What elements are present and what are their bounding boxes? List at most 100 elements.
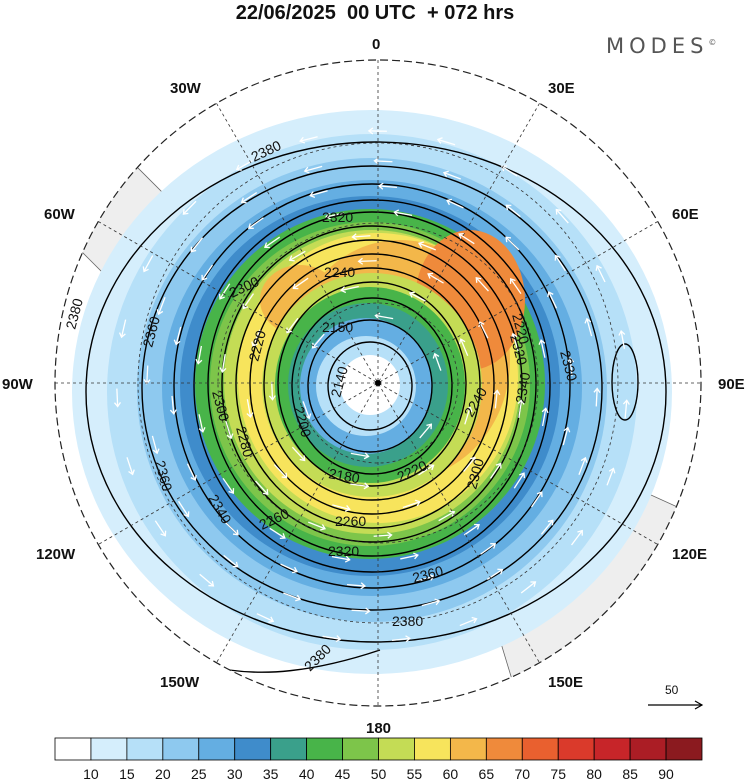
wind-arrow: [373, 157, 393, 165]
wind-arrow: [530, 491, 543, 508]
wind-arrow: [195, 345, 203, 365]
wind-arrow: [256, 613, 275, 623]
colorbar-tick: 15: [119, 766, 135, 782]
wind-arrow: [311, 333, 325, 349]
wind-arrow: [419, 423, 433, 439]
wind-arrow: [286, 317, 299, 334]
wind-arrow: [517, 398, 525, 418]
colorbar-tick: 90: [658, 766, 674, 782]
wind-arrow: [584, 317, 593, 337]
wind-arrow: [350, 452, 370, 460]
wind-speed-shading: [72, 110, 672, 674]
wind-arrow: [391, 635, 411, 643]
lon-label-90e: 90E: [718, 376, 745, 393]
wind-arrow: [292, 277, 309, 290]
contour-label: 2220: [245, 328, 269, 362]
lon-label-30w: 30W: [170, 80, 201, 97]
lon-label-120e: 120E: [672, 546, 708, 563]
wind-arrow: [273, 464, 288, 479]
lon-label-60w: 60W: [44, 206, 75, 223]
contour-label: 2180: [327, 465, 361, 486]
wind-arrow: [299, 136, 318, 144]
wind-arrow: [268, 381, 276, 401]
wind-arrow: [331, 555, 351, 563]
wind-arrow: [547, 291, 558, 309]
wind-arrow: [173, 326, 182, 346]
chart-title: 22/06/2025 00 UTC + 072 hrs: [235, 2, 515, 24]
wind-arrow: [622, 399, 630, 419]
contour-label: 2150: [322, 319, 353, 335]
wind-arrow: [480, 543, 497, 555]
wind-arrow: [255, 480, 269, 496]
wind-arrow: [218, 283, 231, 300]
wind-arrow: [446, 198, 464, 209]
lon-label-180: 180: [366, 720, 392, 737]
wind-arrow: [393, 209, 413, 217]
contour-label: 2280: [233, 425, 257, 459]
wind-arrow: [408, 291, 427, 302]
wind-arrow: [198, 414, 206, 433]
contour-label: 2330: [557, 349, 581, 383]
brand-name: MODES: [606, 34, 709, 58]
wind-arrow: [247, 217, 264, 229]
wind-arrow: [555, 208, 569, 224]
wind-arrow: [126, 457, 135, 476]
colorbar-tick: 40: [298, 766, 315, 782]
wind-arrow: [325, 212, 344, 220]
wind-arrow: [280, 563, 298, 574]
wind-arrow: [618, 329, 626, 349]
wind-arrow: [541, 407, 549, 427]
lon-label-150w: 150W: [160, 674, 200, 691]
contour-label: 2340: [512, 371, 533, 405]
colorbar-tick: 35: [262, 766, 279, 782]
wind-arrow: [458, 232, 475, 245]
wind-arrow: [156, 297, 166, 316]
wind-arrow: [520, 581, 537, 594]
wind-arrow: [417, 241, 436, 251]
contour-label: 2360: [152, 459, 176, 493]
wind-arrow: [513, 472, 526, 489]
wind-arrow: [416, 573, 435, 582]
wind-arrow: [118, 319, 127, 339]
wind-arrow: [562, 426, 571, 446]
lon-label-0: 0: [372, 36, 381, 53]
wind-arrow: [219, 354, 227, 374]
wind-arrow: [459, 616, 478, 627]
wind-arrow: [367, 127, 387, 135]
wind-arrow: [235, 160, 253, 171]
brand-mark: ©: [708, 38, 717, 47]
contour-label: 2360: [139, 314, 163, 348]
wind-arrow: [340, 285, 359, 294]
wind-arrow: [302, 401, 312, 420]
wind-arrow: [151, 435, 160, 455]
wind-arrow: [222, 477, 235, 494]
wind-arrow: [373, 531, 393, 539]
wind-arrow: [201, 264, 214, 281]
lon-label-90w: 90W: [2, 376, 33, 393]
wind-arrow: [190, 237, 204, 253]
wind-arrow: [377, 182, 398, 190]
colorbar-tick: 70: [514, 766, 531, 782]
wind-arrow: [291, 446, 306, 462]
colorbar-tick: 80: [586, 766, 602, 782]
wind-arrow: [154, 520, 167, 537]
lon-label-120w: 120W: [36, 546, 76, 563]
graticule: [55, 60, 701, 706]
wind-arrow: [486, 568, 504, 580]
colorbar-tick: 45: [334, 766, 351, 782]
wind-arrow: [606, 467, 616, 486]
wind-arrow: [269, 527, 286, 540]
colorbar-tick: 30: [226, 766, 243, 782]
wind-arrow: [578, 456, 588, 475]
height-contours: [85, 141, 667, 673]
south-pole-marker: [375, 380, 381, 386]
wind-arrow: [283, 592, 302, 602]
wind-arrow: [142, 255, 154, 273]
wind-arrow: [475, 276, 489, 292]
contour-label: 2360: [411, 562, 445, 586]
wind-arrow: [509, 278, 522, 295]
reference-vector-arrow: [648, 700, 704, 710]
wind-arrow: [223, 554, 239, 568]
